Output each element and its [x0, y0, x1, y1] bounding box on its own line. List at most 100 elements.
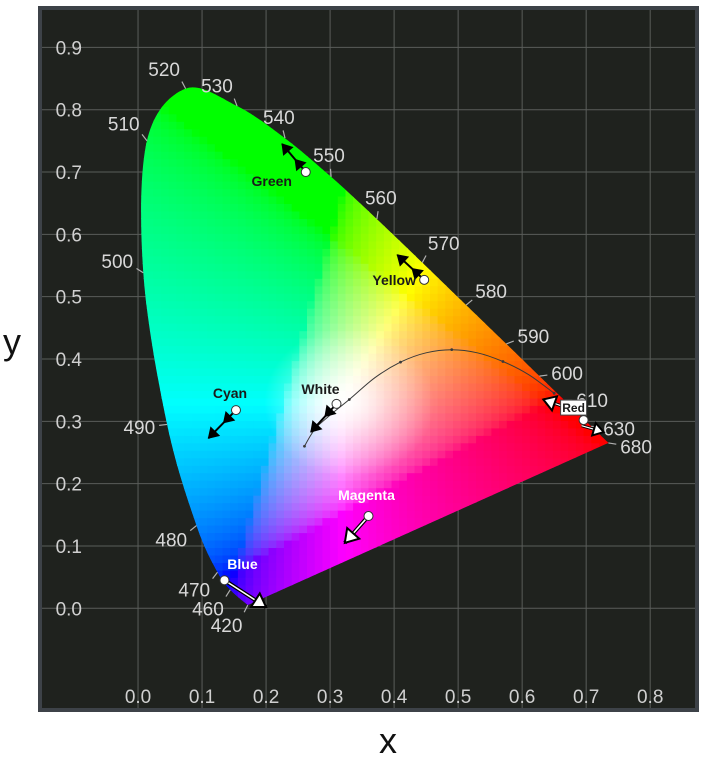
gamut-cell	[207, 136, 216, 144]
gamut-cell	[507, 368, 516, 376]
gamut-cell	[200, 405, 209, 413]
gamut-cell	[215, 271, 224, 279]
x-tick-label: 0.6	[509, 687, 535, 708]
gamut-cell	[499, 405, 508, 413]
gamut-cell	[453, 465, 462, 473]
gamut-cell	[215, 555, 224, 563]
gamut-cell	[192, 383, 201, 391]
gamut-cell	[261, 226, 270, 234]
gamut-cell	[192, 345, 201, 353]
gamut-cell	[322, 203, 331, 211]
gamut-cell	[453, 375, 462, 383]
gamut-cell	[353, 248, 362, 256]
gamut-cell	[253, 577, 261, 585]
gamut-cell	[353, 241, 362, 249]
gamut-cell	[253, 188, 261, 196]
gamut-cell	[515, 405, 524, 413]
gamut-cell	[261, 532, 270, 540]
gamut-cell	[176, 278, 185, 286]
gamut-cell	[445, 398, 454, 406]
gamut-cell	[453, 450, 462, 458]
gamut-cell	[161, 158, 170, 166]
gamut-cell	[223, 540, 232, 548]
gamut-cell	[261, 256, 270, 264]
gamut-cell	[430, 435, 439, 443]
gamut-cell	[346, 502, 355, 510]
gamut-cell	[292, 465, 301, 473]
gamut-cell	[292, 181, 301, 189]
gamut-cell	[322, 300, 331, 308]
gamut-cell	[568, 443, 577, 451]
gamut-cell	[207, 443, 216, 451]
gamut-cell	[530, 420, 539, 428]
gamut-cell	[430, 315, 439, 323]
gamut-cell	[215, 323, 224, 331]
gamut-cell	[238, 540, 247, 548]
gamut-cell	[261, 562, 270, 570]
gamut-cell	[230, 128, 239, 136]
gamut-cell	[215, 487, 224, 495]
gamut-cell	[223, 218, 232, 226]
point-marker	[420, 275, 429, 284]
gamut-cell	[422, 480, 431, 488]
gamut-cell	[192, 428, 201, 436]
gamut-cell	[192, 480, 201, 488]
gamut-cell	[176, 330, 185, 338]
gamut-cell	[192, 495, 201, 503]
gamut-cell	[476, 487, 485, 495]
gamut-cell	[484, 487, 493, 495]
gamut-cell	[430, 450, 439, 458]
point-label: White	[301, 381, 339, 397]
gamut-cell	[215, 300, 224, 308]
gamut-cell	[169, 398, 178, 406]
gamut-cell	[269, 263, 278, 271]
gamut-cell	[269, 286, 278, 294]
gamut-cell	[461, 390, 470, 398]
gamut-cell	[299, 211, 308, 219]
gamut-cell	[499, 413, 508, 421]
gamut-cell	[238, 360, 247, 368]
gamut-cell	[407, 338, 416, 346]
gamut-cell	[284, 547, 293, 555]
gamut-cell	[438, 450, 447, 458]
gamut-cell	[261, 241, 270, 249]
gamut-cell	[315, 271, 324, 279]
gamut-cell	[207, 450, 216, 458]
gamut-cell	[246, 472, 255, 480]
gamut-cell	[200, 293, 209, 301]
gamut-cell	[338, 502, 347, 510]
gamut-cell	[438, 286, 447, 294]
gamut-cell	[153, 286, 162, 294]
gamut-cell	[461, 458, 470, 466]
gamut-cell	[161, 151, 170, 159]
gamut-cell	[522, 435, 531, 443]
gamut-cell	[169, 128, 178, 136]
gamut-cell	[392, 315, 401, 323]
gamut-cell	[246, 203, 255, 211]
gamut-cell	[407, 300, 416, 308]
gamut-cell	[192, 465, 201, 473]
gamut-cell	[223, 458, 232, 466]
gamut-cell	[215, 465, 224, 473]
gamut-cell	[538, 420, 547, 428]
gamut-cell	[238, 188, 247, 196]
gamut-cell	[292, 293, 301, 301]
gamut-cell	[553, 450, 562, 458]
gamut-cell	[269, 226, 278, 234]
gamut-cell	[269, 293, 278, 301]
gamut-cell	[269, 278, 278, 286]
gamut-cell	[215, 114, 224, 122]
gamut-cell	[468, 495, 477, 503]
gamut-cell	[553, 420, 562, 428]
gamut-cell	[176, 256, 185, 264]
gamut-cell	[184, 368, 193, 376]
gamut-cell	[284, 517, 293, 525]
gamut-cell	[445, 375, 454, 383]
gamut-cell	[192, 196, 201, 204]
y-tick-label: 0.8	[56, 101, 82, 122]
gamut-cell	[292, 173, 301, 181]
gamut-cell	[207, 532, 216, 540]
gamut-cell	[161, 308, 170, 316]
gamut-cell	[230, 353, 239, 361]
gamut-cell	[276, 472, 285, 480]
